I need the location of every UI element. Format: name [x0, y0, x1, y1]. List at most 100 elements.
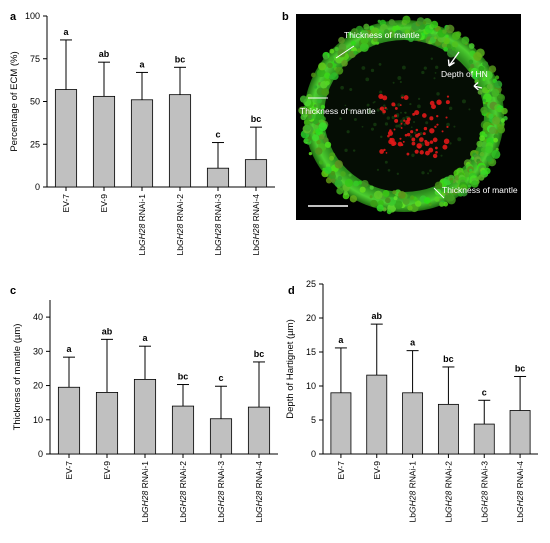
mantle-hypha — [422, 21, 427, 25]
mantle-hypha — [376, 204, 384, 212]
mantle-hypha — [321, 88, 330, 96]
mantle-hypha — [330, 170, 336, 176]
mantle-hypha — [492, 116, 501, 125]
bar — [473, 423, 495, 455]
panel-b-wrap: b — [282, 11, 289, 23]
cell-wall — [396, 172, 399, 175]
cell-wall — [344, 104, 347, 107]
mantle-hypha — [337, 175, 343, 181]
mantle-hypha — [305, 138, 309, 142]
panel-label-c: c — [10, 285, 16, 297]
y-tick-label: 20 — [306, 313, 316, 323]
mantle-hypha — [313, 85, 318, 89]
category-label: LbGH28 RNAi-3 — [213, 194, 223, 256]
cell-wall — [421, 70, 425, 75]
mantle-hypha — [416, 17, 425, 26]
red-stain — [436, 114, 439, 118]
y-tick-label: 5 — [311, 415, 316, 425]
mantle-hypha — [470, 64, 475, 68]
mantle-hypha — [480, 147, 486, 153]
red-stain — [419, 150, 424, 155]
cell-wall — [404, 111, 406, 114]
cell-wall — [397, 103, 401, 107]
mantle-hypha — [320, 104, 326, 110]
mantle-hypha — [449, 179, 454, 184]
y-axis-label: Thickness of mantle (µm) — [12, 324, 23, 431]
bar — [92, 95, 116, 188]
mantle-hypha — [338, 36, 345, 44]
category-label: EV-7 — [61, 194, 71, 213]
cell-wall — [387, 168, 391, 172]
bar — [130, 99, 154, 188]
red-stain — [441, 130, 444, 133]
red-stain — [415, 128, 419, 132]
mantle-hypha — [349, 195, 358, 203]
mantle-hypha — [475, 176, 480, 180]
red-stain — [397, 141, 403, 147]
significance-letter: c — [215, 130, 220, 140]
hn-arrow-in-head — [447, 59, 455, 67]
red-stain — [414, 149, 419, 154]
red-stain — [425, 150, 430, 156]
mantle-hypha — [335, 66, 344, 75]
cell-wall — [373, 122, 377, 127]
y-tick-label: 25 — [30, 139, 40, 149]
red-stain — [394, 106, 398, 110]
red-stain — [406, 132, 411, 137]
red-stain — [394, 118, 399, 123]
mantle-hypha — [475, 150, 479, 155]
bar — [402, 392, 424, 455]
mantle-hypha — [359, 42, 369, 52]
mantle-hypha — [353, 50, 358, 55]
cell-wall — [400, 111, 402, 114]
mantle-hypha — [375, 41, 380, 45]
bar — [206, 167, 230, 188]
mantle-hypha — [482, 98, 486, 103]
y-tick-label: 50 — [30, 97, 40, 107]
mantle-hypha — [328, 56, 335, 62]
mantle-hypha — [404, 29, 410, 35]
mantle-hypha — [488, 113, 494, 119]
mantle-hypha — [468, 59, 474, 64]
red-stain — [389, 137, 395, 143]
mantle-hypha — [330, 72, 339, 81]
mantle-hypha — [402, 198, 410, 206]
bar — [54, 89, 78, 188]
mantle-hypha — [461, 36, 470, 45]
mantle-hypha — [451, 188, 458, 195]
micrograph-root-cross-section: Thickness of mantle Thickness of mantle … — [296, 14, 521, 220]
red-stain — [427, 142, 430, 144]
mantle-hypha — [344, 178, 353, 188]
mantle-hypha — [491, 88, 500, 97]
label-depth-hn: Depth of HN — [441, 69, 488, 79]
red-stain — [391, 102, 396, 107]
cell-wall — [397, 76, 402, 80]
mantle-hypha — [336, 187, 344, 195]
bar — [247, 406, 271, 455]
mantle-hypha — [501, 122, 505, 126]
mantle-hypha — [299, 95, 308, 103]
red-stain — [445, 116, 448, 119]
mantle-hypha — [308, 151, 313, 156]
cell-wall — [449, 142, 452, 145]
cell-wall — [411, 153, 415, 157]
mantle-hypha — [494, 80, 503, 89]
cell-wall — [372, 101, 375, 104]
mantle-hypha — [369, 185, 374, 190]
cell-wall — [349, 87, 353, 91]
significance-letter: ab — [102, 326, 113, 336]
category-label: EV-9 — [102, 461, 112, 480]
significance-letter: c — [482, 387, 487, 397]
mantle-hypha — [394, 200, 403, 210]
mantle-hypha — [340, 171, 346, 177]
y-tick-label: 30 — [33, 346, 43, 356]
mantle-hypha — [303, 119, 310, 126]
cell-wall — [457, 137, 462, 142]
cell-wall — [468, 108, 471, 111]
significance-letter: bc — [251, 114, 262, 124]
cell-wall — [402, 117, 406, 121]
mantle-hypha — [434, 196, 440, 202]
mantle-hypha — [488, 65, 497, 73]
mantle-hypha — [471, 156, 475, 160]
mantle-hypha — [324, 80, 330, 86]
